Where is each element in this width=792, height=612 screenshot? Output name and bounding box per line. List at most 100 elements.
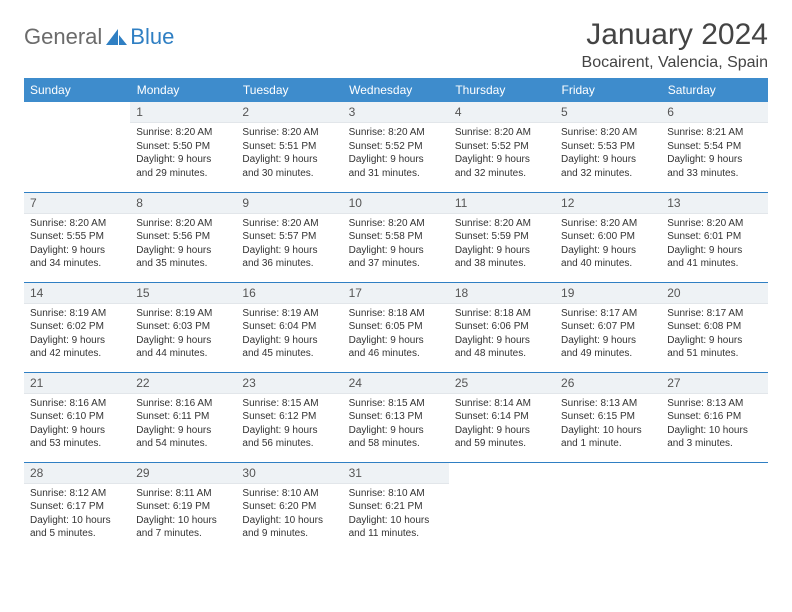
- sunset-text: Sunset: 6:19 PM: [136, 500, 230, 514]
- sunrise-text: Sunrise: 8:14 AM: [455, 397, 549, 411]
- day-number: 16: [236, 283, 342, 304]
- daylight-text: Daylight: 9 hours and 48 minutes.: [455, 334, 549, 361]
- sunrise-text: Sunrise: 8:20 AM: [349, 217, 443, 231]
- calendar-day-cell: 28Sunrise: 8:12 AMSunset: 6:17 PMDayligh…: [24, 462, 130, 552]
- sunrise-text: Sunrise: 8:10 AM: [349, 487, 443, 501]
- day-details: Sunrise: 8:19 AMSunset: 6:02 PMDaylight:…: [24, 304, 130, 365]
- daylight-text: Daylight: 9 hours and 34 minutes.: [30, 244, 124, 271]
- calendar-day-cell: 2Sunrise: 8:20 AMSunset: 5:51 PMDaylight…: [236, 102, 342, 192]
- calendar-day-cell: 10Sunrise: 8:20 AMSunset: 5:58 PMDayligh…: [343, 192, 449, 282]
- day-number: 5: [555, 102, 661, 123]
- day-number: 17: [343, 283, 449, 304]
- day-number: 2: [236, 102, 342, 123]
- sunset-text: Sunset: 6:00 PM: [561, 230, 655, 244]
- daylight-text: Daylight: 9 hours and 36 minutes.: [242, 244, 336, 271]
- sunrise-text: Sunrise: 8:18 AM: [455, 307, 549, 321]
- calendar-day-cell: [661, 462, 767, 552]
- day-number: 8: [130, 193, 236, 214]
- day-number: 19: [555, 283, 661, 304]
- day-number: 26: [555, 373, 661, 394]
- daylight-text: Daylight: 9 hours and 42 minutes.: [30, 334, 124, 361]
- sunrise-text: Sunrise: 8:13 AM: [561, 397, 655, 411]
- daylight-text: Daylight: 10 hours and 7 minutes.: [136, 514, 230, 541]
- sunset-text: Sunset: 5:58 PM: [349, 230, 443, 244]
- page-header: General Blue January 2024 Bocairent, Val…: [24, 18, 768, 72]
- daylight-text: Daylight: 10 hours and 9 minutes.: [242, 514, 336, 541]
- day-details: Sunrise: 8:13 AMSunset: 6:16 PMDaylight:…: [661, 394, 767, 455]
- calendar-week-row: 1Sunrise: 8:20 AMSunset: 5:50 PMDaylight…: [24, 102, 768, 192]
- daylight-text: Daylight: 10 hours and 1 minute.: [561, 424, 655, 451]
- day-details: Sunrise: 8:18 AMSunset: 6:06 PMDaylight:…: [449, 304, 555, 365]
- sunset-text: Sunset: 6:06 PM: [455, 320, 549, 334]
- calendar-day-cell: 27Sunrise: 8:13 AMSunset: 6:16 PMDayligh…: [661, 372, 767, 462]
- daylight-text: Daylight: 9 hours and 38 minutes.: [455, 244, 549, 271]
- day-number: 28: [24, 463, 130, 484]
- day-details: Sunrise: 8:20 AMSunset: 5:52 PMDaylight:…: [449, 123, 555, 184]
- day-details: Sunrise: 8:20 AMSunset: 5:52 PMDaylight:…: [343, 123, 449, 184]
- sunrise-text: Sunrise: 8:20 AM: [561, 217, 655, 231]
- sunset-text: Sunset: 5:53 PM: [561, 140, 655, 154]
- calendar-day-cell: 24Sunrise: 8:15 AMSunset: 6:13 PMDayligh…: [343, 372, 449, 462]
- location-label: Bocairent, Valencia, Spain: [582, 54, 768, 72]
- daylight-text: Daylight: 9 hours and 59 minutes.: [455, 424, 549, 451]
- sunset-text: Sunset: 6:01 PM: [667, 230, 761, 244]
- calendar-day-cell: 31Sunrise: 8:10 AMSunset: 6:21 PMDayligh…: [343, 462, 449, 552]
- sunset-text: Sunset: 5:52 PM: [349, 140, 443, 154]
- sunrise-text: Sunrise: 8:17 AM: [561, 307, 655, 321]
- day-details: Sunrise: 8:20 AMSunset: 5:58 PMDaylight:…: [343, 214, 449, 275]
- sunset-text: Sunset: 6:02 PM: [30, 320, 124, 334]
- calendar-day-cell: 7Sunrise: 8:20 AMSunset: 5:55 PMDaylight…: [24, 192, 130, 282]
- sunrise-text: Sunrise: 8:20 AM: [136, 217, 230, 231]
- calendar-day-cell: 19Sunrise: 8:17 AMSunset: 6:07 PMDayligh…: [555, 282, 661, 372]
- daylight-text: Daylight: 9 hours and 31 minutes.: [349, 153, 443, 180]
- title-block: January 2024 Bocairent, Valencia, Spain: [582, 18, 768, 72]
- sunrise-text: Sunrise: 8:21 AM: [667, 126, 761, 140]
- brand-sail-icon: [104, 27, 128, 47]
- day-number: 6: [661, 102, 767, 123]
- day-details: Sunrise: 8:14 AMSunset: 6:14 PMDaylight:…: [449, 394, 555, 455]
- daylight-text: Daylight: 10 hours and 11 minutes.: [349, 514, 443, 541]
- calendar-day-cell: 17Sunrise: 8:18 AMSunset: 6:05 PMDayligh…: [343, 282, 449, 372]
- day-details: Sunrise: 8:10 AMSunset: 6:21 PMDaylight:…: [343, 484, 449, 545]
- sunset-text: Sunset: 6:08 PM: [667, 320, 761, 334]
- daylight-text: Daylight: 9 hours and 33 minutes.: [667, 153, 761, 180]
- calendar-day-cell: 1Sunrise: 8:20 AMSunset: 5:50 PMDaylight…: [130, 102, 236, 192]
- daylight-text: Daylight: 9 hours and 53 minutes.: [30, 424, 124, 451]
- day-number: 11: [449, 193, 555, 214]
- calendar-day-cell: 26Sunrise: 8:13 AMSunset: 6:15 PMDayligh…: [555, 372, 661, 462]
- day-details: Sunrise: 8:20 AMSunset: 5:50 PMDaylight:…: [130, 123, 236, 184]
- weekday-header: Thursday: [449, 78, 555, 102]
- weekday-header: Wednesday: [343, 78, 449, 102]
- calendar-day-cell: 23Sunrise: 8:15 AMSunset: 6:12 PMDayligh…: [236, 372, 342, 462]
- day-details: Sunrise: 8:20 AMSunset: 5:53 PMDaylight:…: [555, 123, 661, 184]
- day-number: 1: [130, 102, 236, 123]
- sunrise-text: Sunrise: 8:20 AM: [30, 217, 124, 231]
- sunrise-text: Sunrise: 8:20 AM: [242, 126, 336, 140]
- day-number: 30: [236, 463, 342, 484]
- day-number: 29: [130, 463, 236, 484]
- daylight-text: Daylight: 9 hours and 32 minutes.: [455, 153, 549, 180]
- day-number: 12: [555, 193, 661, 214]
- month-title: January 2024: [582, 18, 768, 52]
- day-number: 10: [343, 193, 449, 214]
- sunset-text: Sunset: 5:52 PM: [455, 140, 549, 154]
- calendar-day-cell: 4Sunrise: 8:20 AMSunset: 5:52 PMDaylight…: [449, 102, 555, 192]
- sunrise-text: Sunrise: 8:16 AM: [136, 397, 230, 411]
- daylight-text: Daylight: 9 hours and 51 minutes.: [667, 334, 761, 361]
- sunset-text: Sunset: 6:12 PM: [242, 410, 336, 424]
- sunrise-text: Sunrise: 8:18 AM: [349, 307, 443, 321]
- daylight-text: Daylight: 9 hours and 35 minutes.: [136, 244, 230, 271]
- weekday-header: Tuesday: [236, 78, 342, 102]
- day-details: Sunrise: 8:20 AMSunset: 5:59 PMDaylight:…: [449, 214, 555, 275]
- sunrise-text: Sunrise: 8:20 AM: [242, 217, 336, 231]
- calendar-day-cell: 11Sunrise: 8:20 AMSunset: 5:59 PMDayligh…: [449, 192, 555, 282]
- day-details: Sunrise: 8:10 AMSunset: 6:20 PMDaylight:…: [236, 484, 342, 545]
- day-number: 14: [24, 283, 130, 304]
- daylight-text: Daylight: 9 hours and 45 minutes.: [242, 334, 336, 361]
- weekday-header: Sunday: [24, 78, 130, 102]
- sunrise-text: Sunrise: 8:19 AM: [242, 307, 336, 321]
- sunrise-text: Sunrise: 8:16 AM: [30, 397, 124, 411]
- calendar-week-row: 14Sunrise: 8:19 AMSunset: 6:02 PMDayligh…: [24, 282, 768, 372]
- day-details: Sunrise: 8:16 AMSunset: 6:11 PMDaylight:…: [130, 394, 236, 455]
- daylight-text: Daylight: 9 hours and 41 minutes.: [667, 244, 761, 271]
